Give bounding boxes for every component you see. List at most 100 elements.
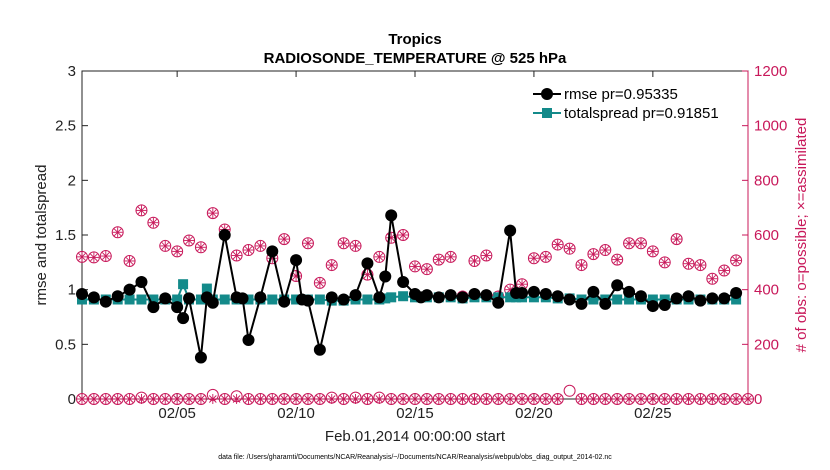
rmse-point <box>266 245 279 258</box>
obs-possible-point <box>337 237 350 250</box>
obs-baseline-possible-point <box>492 393 505 405</box>
rmse-point <box>611 279 624 292</box>
obs-baseline-assimilated-point <box>517 394 528 404</box>
rmse-point <box>76 288 88 301</box>
rmse-point <box>706 292 719 305</box>
obs-baseline-assimilated-point <box>731 394 742 404</box>
obs-assimilated-point <box>695 260 706 271</box>
obs-baseline-possible-point <box>313 393 326 405</box>
obs-possible-point <box>551 238 564 251</box>
obs-assimilated-point <box>671 234 682 245</box>
obs-possible-point <box>123 254 136 267</box>
obs-baseline-possible-point <box>587 393 600 405</box>
obs-baseline-assimilated-point <box>326 394 337 404</box>
obs-baseline-assimilated-point <box>350 394 361 404</box>
obs-baseline-possible-point <box>730 393 743 405</box>
obs-possible-point <box>313 276 326 289</box>
obs-assimilated-point <box>433 254 444 265</box>
left-tick-label: 1 <box>68 282 76 299</box>
obs-assimilated-point <box>124 255 135 266</box>
obs-possible-point <box>587 248 600 261</box>
right-tick-label: 600 <box>754 227 779 244</box>
obs-baseline-assimilated-point <box>112 394 123 404</box>
obs-assimilated-point <box>338 238 349 249</box>
obs-baseline-possible-point <box>99 393 112 405</box>
obs-baseline-possible-point <box>718 393 731 405</box>
obs-possible-point <box>623 237 636 250</box>
obs-baseline-possible-point <box>504 393 517 405</box>
rmse-point <box>623 285 636 298</box>
obs-baseline-possible-point <box>409 393 421 405</box>
obs-baseline-possible-point <box>682 393 695 405</box>
obs-baseline-assimilated-point <box>338 394 349 404</box>
obs-baseline-assimilated-point <box>695 394 706 404</box>
obs-assimilated-point <box>207 208 218 219</box>
obs-baseline-assimilated-point <box>719 394 730 404</box>
totalspread-point <box>588 294 599 305</box>
obs-baseline-assimilated-point <box>195 394 206 404</box>
obs-baseline-assimilated-point <box>207 394 218 404</box>
obs-possible-point <box>444 250 457 263</box>
obs-possible-point <box>706 272 719 285</box>
totalspread-point <box>219 294 230 305</box>
totalspread-point <box>386 292 397 303</box>
obs-baseline-assimilated-point <box>576 394 587 404</box>
totalspread-point <box>612 294 623 305</box>
legend-rmse-marker <box>541 88 553 100</box>
rmse-point <box>694 294 707 307</box>
rmse-point <box>516 286 529 299</box>
obs-baseline-possible-point <box>456 393 469 405</box>
right-tick-label: 0 <box>754 391 762 408</box>
obs-baseline-assimilated-point <box>671 394 682 404</box>
obs-assimilated-point <box>707 273 718 284</box>
obs-baseline-possible-point <box>551 393 564 405</box>
obs-assimilated-point <box>552 239 563 250</box>
obs-baseline-assimilated-point <box>362 394 373 404</box>
rmse-point <box>194 351 207 364</box>
obs-baseline-assimilated-point <box>100 394 111 404</box>
obs-possible-point <box>99 250 112 263</box>
obs-baseline-possible-point <box>397 393 410 405</box>
obs-baseline-assimilated-point <box>302 394 313 404</box>
obs-baseline-assimilated-point <box>77 394 87 404</box>
obs-possible-point <box>575 259 588 272</box>
rmse-point <box>634 290 647 303</box>
x-tick-label: 02/05 <box>158 405 196 422</box>
obs-baseline-possible-point <box>242 393 255 405</box>
totalspread-point <box>505 292 516 303</box>
obs-possible-point <box>254 239 267 252</box>
obs-baseline-assimilated-point <box>291 394 302 404</box>
obs-baseline-possible-point <box>468 393 481 405</box>
obs-baseline-possible-point <box>266 393 279 405</box>
rmse-point <box>325 291 338 304</box>
obs-baseline-possible-point <box>147 393 160 405</box>
obs-possible-point <box>682 257 695 270</box>
obs-possible-point <box>670 233 683 246</box>
obs-possible-point <box>349 239 362 252</box>
obs-possible-point <box>432 253 445 266</box>
obs-assimilated-point <box>564 243 575 254</box>
rmse-point <box>468 288 481 301</box>
legend-spread-marker <box>542 108 552 118</box>
obs-baseline-possible-point <box>611 393 624 405</box>
totalspread-point <box>243 294 254 305</box>
obs-baseline-assimilated-point <box>481 394 492 404</box>
obs-assimilated-point <box>350 240 361 251</box>
obs-baseline-possible-point <box>87 393 100 405</box>
rmse-point <box>373 291 386 304</box>
obs-baseline-assimilated-point <box>255 394 266 404</box>
obs-baseline-possible-point <box>194 393 207 405</box>
obs-baseline-possible-point <box>646 393 659 405</box>
rmse-point <box>379 270 392 283</box>
left-axis-label: rmse and totalspread <box>33 165 50 306</box>
obs-baseline-assimilated-point <box>600 394 611 404</box>
obs-baseline-assimilated-point <box>624 394 635 404</box>
obs-baseline-assimilated-point <box>279 394 290 404</box>
obs-assimilated-point <box>612 254 623 265</box>
x-tick-label: 02/25 <box>634 405 672 422</box>
obs-assimilated-point <box>398 230 409 240</box>
obs-assimilated-point <box>469 255 480 266</box>
obs-possible-point <box>278 233 291 246</box>
obs-baseline-possible-point <box>159 393 172 405</box>
totalspread-point <box>136 294 147 305</box>
